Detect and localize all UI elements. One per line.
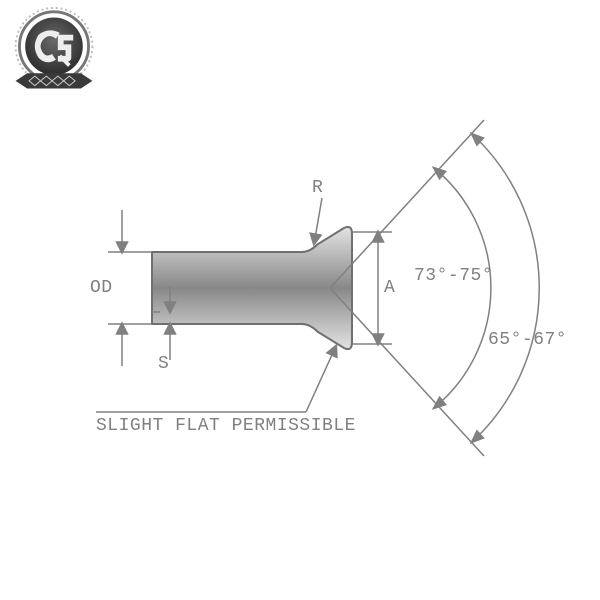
label-r: R <box>312 178 323 198</box>
tube-body <box>152 227 352 349</box>
label-a: A <box>384 278 395 298</box>
angle-arc-outer <box>472 134 539 442</box>
label-angle-outer: 65°-67° <box>488 330 567 350</box>
label-angle-inner: 73°-75° <box>414 266 493 286</box>
label-od: OD <box>90 278 113 298</box>
leader-flat-note <box>96 346 336 412</box>
technical-drawing <box>0 0 600 600</box>
angle-rays <box>330 120 484 456</box>
dimension-od <box>108 210 152 366</box>
label-flat-note: SLIGHT FLAT PERMISSIBLE <box>96 416 356 436</box>
label-s: S <box>158 354 169 374</box>
angle-arc-inner <box>434 168 491 408</box>
dimension-r <box>314 198 322 244</box>
